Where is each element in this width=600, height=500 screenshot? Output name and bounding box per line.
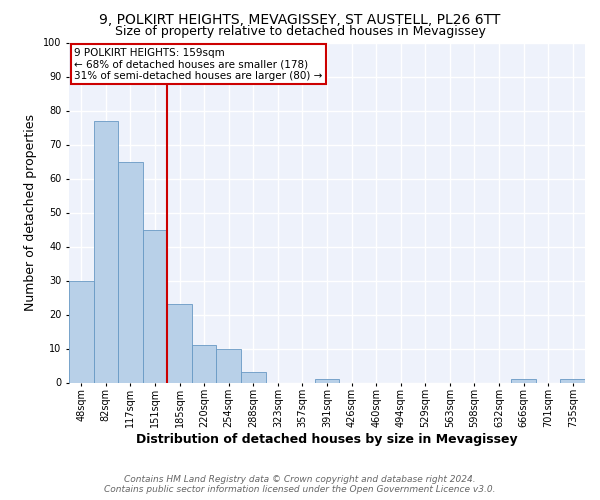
Bar (560, 379, 585, 382)
Text: 9 POLKIRT HEIGHTS: 159sqm
← 68% of detached houses are smaller (178)
31% of semi: 9 POLKIRT HEIGHTS: 159sqm ← 68% of detac… (74, 48, 323, 81)
Text: Contains HM Land Registry data © Crown copyright and database right 2024.
Contai: Contains HM Land Registry data © Crown c… (104, 474, 496, 494)
Bar (143, 230, 167, 382)
Bar (192, 345, 217, 383)
Text: Size of property relative to detached houses in Mevagissey: Size of property relative to detached ho… (115, 25, 485, 38)
Text: 9, POLKIRT HEIGHTS, MEVAGISSEY, ST AUSTELL, PL26 6TT: 9, POLKIRT HEIGHTS, MEVAGISSEY, ST AUSTE… (100, 12, 500, 26)
Bar (94, 120, 118, 382)
Y-axis label: Number of detached properties: Number of detached properties (25, 114, 37, 311)
Bar (315, 379, 339, 382)
Bar (167, 304, 192, 382)
Bar (69, 280, 94, 382)
Bar (241, 372, 266, 382)
Bar (511, 379, 536, 382)
Bar (118, 162, 143, 382)
Bar (217, 348, 241, 382)
X-axis label: Distribution of detached houses by size in Mevagissey: Distribution of detached houses by size … (136, 433, 518, 446)
